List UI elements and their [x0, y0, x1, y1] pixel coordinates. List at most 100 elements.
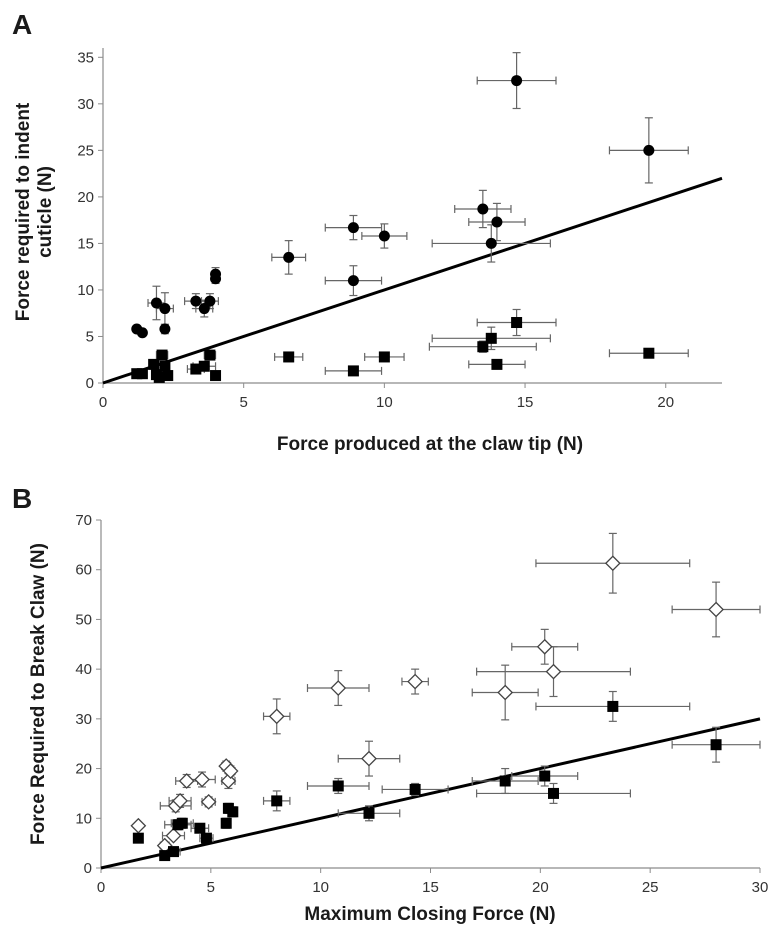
- panel-b-point-square: [200, 832, 212, 844]
- panel-a-x-tick-label: 10: [376, 394, 393, 411]
- panel-b-point-square: [176, 817, 188, 829]
- panel-a-point-circle: [136, 327, 148, 339]
- panel-b-y-axis-title: Force Required to Break Claw (N): [28, 543, 49, 845]
- panel-b-point-square: [159, 850, 171, 862]
- panel-b-point-diamond: [497, 684, 514, 701]
- panel-a-y-tick-label: 5: [86, 328, 94, 345]
- panel-b-y-tick-label: 50: [75, 611, 92, 628]
- panel-a-point-circle: [491, 216, 503, 228]
- panel-b-point-square: [194, 822, 206, 834]
- panel-a-point-square: [511, 317, 523, 329]
- panel-a-point-circle: [210, 273, 222, 285]
- panel-b-point-square: [332, 780, 344, 792]
- panel-b-letter: B: [12, 483, 32, 514]
- panel-b-point-square: [499, 775, 511, 787]
- panel-b-point-diamond: [361, 750, 377, 767]
- panel-a-point-square: [210, 370, 222, 382]
- panel-b-point-square: [167, 846, 179, 858]
- panel-a-point-square: [491, 358, 503, 370]
- panel-b-point-square: [220, 817, 232, 829]
- panel-b-x-tick-label: 10: [312, 879, 329, 896]
- panel-b-point-square: [271, 795, 283, 807]
- panel-b-y-tick-label: 0: [84, 860, 92, 877]
- panel-a-y-axis-title-line-1: Force required to indent: [13, 102, 34, 321]
- panel-b-x-tick-label: 15: [422, 879, 439, 896]
- panel-b: B 0 10 20 30 40 50 60 70 0 5 10 15 20 25 30 Maximum Cl…: [12, 483, 768, 925]
- panel-a-point-circle: [477, 203, 489, 215]
- panel-a-point-circle: [643, 144, 655, 156]
- panel-b-point-square: [710, 739, 722, 751]
- panel-b-y-tick-label: 30: [75, 711, 92, 728]
- panel-a-y-tick-label: 0: [86, 375, 94, 392]
- panel-b-point-square: [132, 832, 144, 844]
- panel-a-point-square: [485, 332, 497, 344]
- panel-b-y-tick-label: 10: [75, 810, 92, 827]
- panel-b-x-axis-title: Maximum Closing Force (N): [304, 904, 555, 925]
- panel-a-point-circle: [347, 275, 359, 287]
- panel-b-x-tick-label: 20: [532, 879, 549, 896]
- panel-b-point-square: [548, 787, 560, 799]
- panel-b-point-diamond: [545, 663, 562, 680]
- panel-b-x-tick-label: 5: [207, 879, 215, 896]
- panel-b-y-tick-label: 70: [75, 512, 92, 529]
- panel-a-x-tick-label: 20: [657, 394, 674, 411]
- panel-b-y-tick-label: 60: [75, 562, 92, 579]
- panel-b-point-square: [607, 700, 619, 712]
- panel-a-point-circle: [283, 251, 295, 263]
- panel-a-point-square: [204, 349, 216, 361]
- panel-a-point-square: [136, 368, 148, 380]
- panel-b-point-diamond: [200, 793, 217, 810]
- panel-b-point-diamond: [165, 827, 182, 844]
- panel-b-point-square: [539, 770, 551, 782]
- panel-b-point-diamond: [708, 601, 724, 618]
- panel-a-point-square: [477, 341, 489, 353]
- panel-a-point-circle: [511, 75, 523, 87]
- panel-a-point-square: [347, 365, 359, 377]
- panel-b-x-tick-label: 30: [752, 879, 769, 896]
- panel-a-point-square: [378, 351, 390, 363]
- panel-a-point-square: [156, 349, 168, 361]
- panel-a-y-tick-label: 30: [77, 96, 94, 113]
- panel-b-y-tick-label: 40: [75, 661, 92, 678]
- panel-a-letter: A: [12, 9, 32, 40]
- panel-a-x-tick-label: 0: [99, 394, 107, 411]
- panel-a-reference-line: [102, 176, 723, 385]
- panel-a-y-tick-label: 15: [77, 235, 94, 252]
- panel-a-point-circle: [198, 303, 210, 315]
- panel-a-point-square: [643, 347, 655, 359]
- panel-b-x-tick-label: 25: [642, 879, 659, 896]
- panel-a-y-tick-label: 10: [77, 282, 94, 299]
- panel-a-y-tick-label: 25: [77, 142, 94, 159]
- panel-b-error-bar: [262, 698, 291, 735]
- panel-b-y-tick-label: 20: [75, 761, 92, 778]
- panel-b-reference-line: [100, 717, 761, 870]
- panel-b-point-square: [409, 783, 421, 795]
- panel-a-point-square: [283, 351, 295, 363]
- panel-a-y-tick-label: 20: [77, 189, 94, 206]
- panel-a-plot-area: 0 5 10 15 20 25 30 35 0 5 10 15 20: [77, 48, 723, 411]
- panel-a-point-circle: [190, 295, 202, 307]
- panel-a-point-circle: [485, 237, 497, 249]
- panel-b-point-square: [227, 806, 239, 818]
- panel-b-point-square: [363, 807, 375, 819]
- panel-a-x-tick-label: 15: [517, 394, 534, 411]
- panel-b-x-tick-label: 0: [97, 879, 105, 896]
- panel-a-point-circle: [159, 323, 171, 335]
- panel-a: A 0 5 10 15 20 25 30 35 0 5 10 15 20 Force produced …: [12, 9, 723, 455]
- panel-a-point-square: [190, 363, 202, 375]
- panel-b-point-diamond: [407, 673, 424, 690]
- panel-a-point-square: [148, 358, 160, 370]
- panel-b-point-diamond: [330, 680, 347, 696]
- panel-a-y-tick-label: 35: [77, 49, 94, 66]
- panel-a-point-circle: [150, 297, 162, 309]
- panel-b-point-diamond: [604, 555, 621, 572]
- panel-a-x-axis-title: Force produced at the claw tip (N): [277, 434, 583, 455]
- panel-a-x-tick-label: 5: [240, 394, 248, 411]
- panel-a-point-square: [162, 370, 174, 382]
- panel-a-point-square: [159, 360, 171, 372]
- panel-b-point-diamond: [178, 773, 195, 789]
- panel-b-point-diamond: [536, 638, 553, 655]
- panel-b-plot-area: 0 10 20 30 40 50 60 70 0 5 10 15 20 25 30: [75, 512, 768, 896]
- panel-a-point-square: [153, 371, 165, 383]
- panel-a-point-circle: [378, 230, 390, 242]
